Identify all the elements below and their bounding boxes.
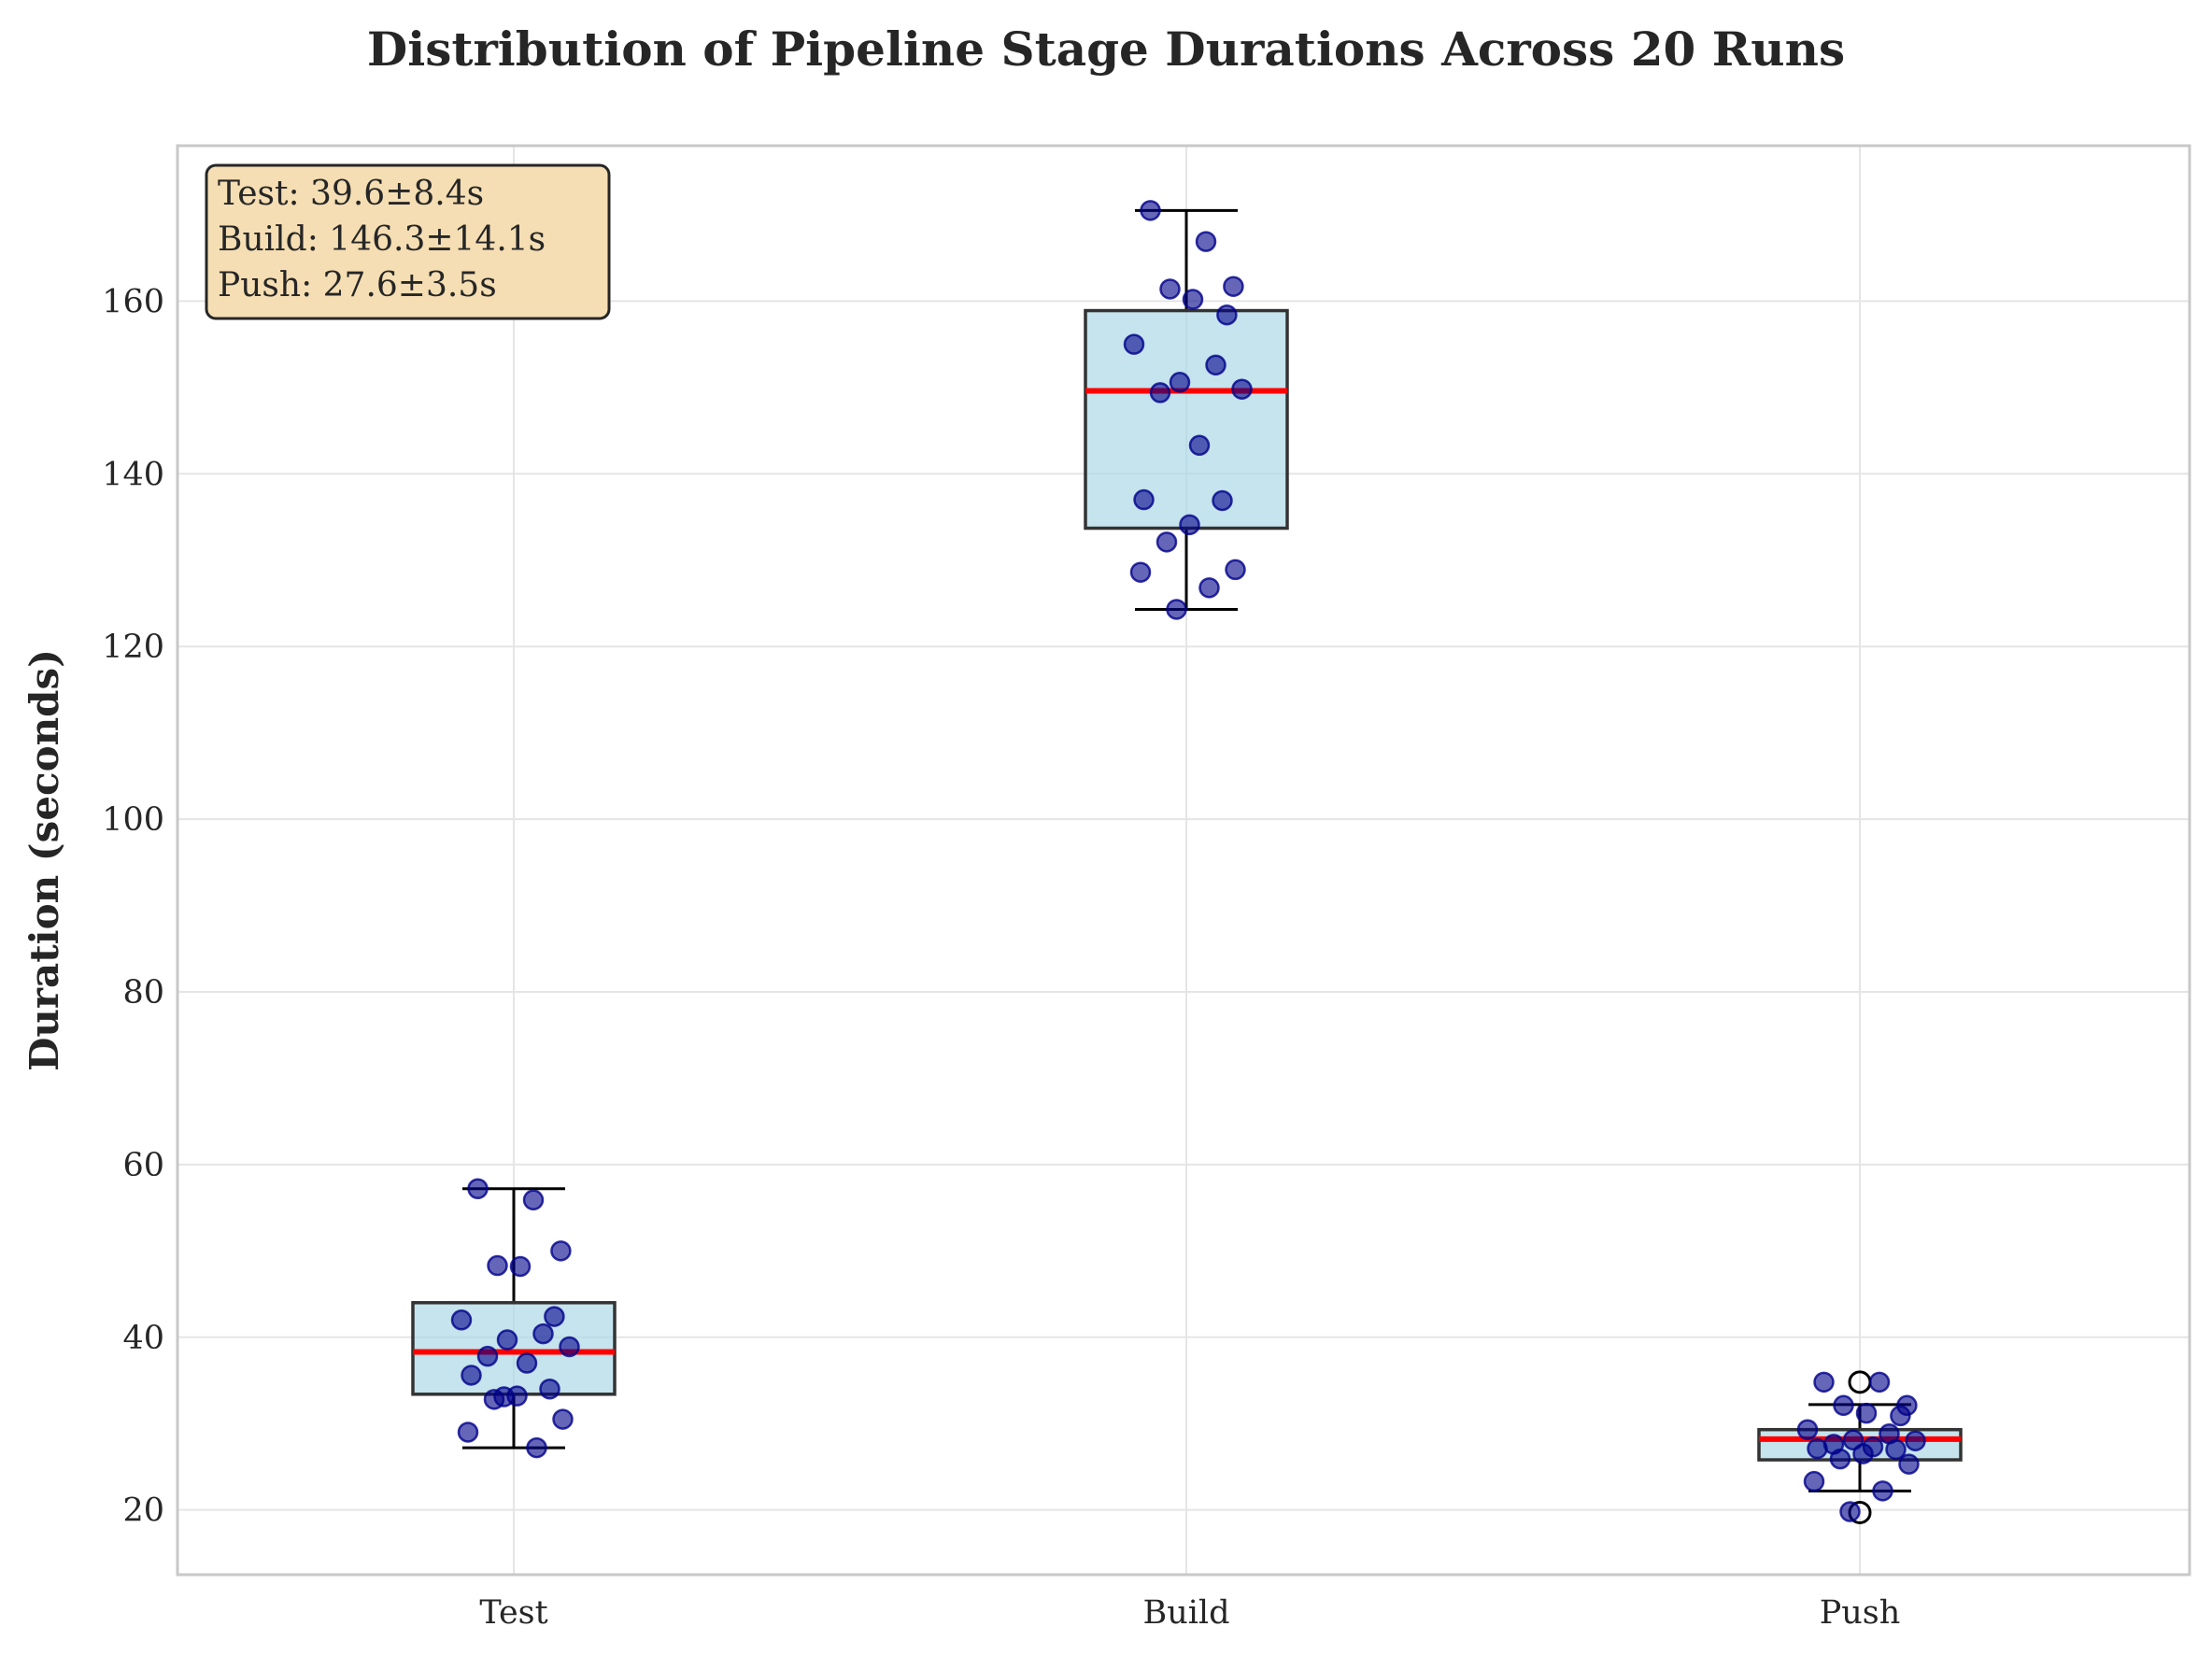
build-data-point [1182,289,1204,310]
test-data-point [516,1352,538,1374]
build-data-point [1212,489,1233,512]
test-data-point [522,1189,545,1211]
y-tick-label: 100 [102,801,164,839]
test-data-point [487,1254,508,1277]
push-data-point [1868,1371,1891,1393]
build-data-point [1231,378,1253,400]
test-data-point [496,1329,518,1351]
y-tick-label: 160 [102,283,164,320]
x-tick-label: Build [1142,1594,1229,1632]
test-data-point [467,1178,489,1200]
test-data-point [532,1323,554,1345]
push-data-point [1852,1443,1874,1464]
push-data-point [1855,1402,1878,1424]
x-axis: Test Build Push [479,1594,1900,1632]
build-data-point [1179,514,1200,536]
x-tick-label: Test [479,1594,547,1632]
push-data-point [1796,1419,1819,1440]
test-data-point [493,1386,515,1407]
push-data-point [1890,1405,1911,1427]
test-data-point [509,1255,532,1278]
plot-frame [176,144,2191,1577]
push-data-point [1885,1438,1907,1461]
data-points [450,200,1926,1522]
build-box [1084,308,1289,530]
build-data-point [1205,354,1227,376]
test-data-point [476,1345,499,1367]
push-data-point [1813,1371,1835,1393]
stats-box-background [205,163,611,320]
y-tick-label: 140 [102,456,164,493]
y-axis: 20 40 60 80 100 120 140 160 [102,283,164,1529]
test-data-point [544,1306,565,1327]
push-data-point [1839,1501,1861,1522]
build-data-point [1129,561,1152,583]
test-data-point [457,1422,479,1443]
build-data-point [1149,382,1171,403]
build-data-point [1133,488,1155,511]
build-data-point [1216,304,1238,326]
build-data-point [1223,276,1244,297]
push-data-point [1807,1437,1828,1460]
test-data-point [550,1240,572,1262]
test-box [411,1301,617,1396]
build-data-point [1123,333,1145,355]
test-data-point [461,1365,482,1386]
stats-line-test: Test: 39.6±8.4s [218,175,484,213]
y-tick-label: 40 [122,1320,164,1357]
test-data-point [526,1436,547,1459]
y-axis-label: Duration (seconds) [21,649,67,1071]
build-data-point [1198,577,1220,599]
chart-title: Distribution of Pipeline Stage Durations… [367,21,1845,77]
build-data-point [1156,531,1178,553]
push-data-point [1803,1470,1825,1492]
stats-line-build: Build: 146.3±14.1s [218,220,546,259]
push-data-point [1829,1448,1851,1470]
push-data-point [1833,1394,1854,1417]
test-data-point [450,1309,473,1331]
y-tick-label: 120 [102,629,164,666]
test-data-point [552,1408,574,1430]
push-data-point [1898,1453,1920,1475]
y-tick-label: 80 [122,974,164,1011]
build-data-point [1195,231,1217,252]
test-data-point [559,1336,580,1358]
push-data-point [1872,1480,1893,1502]
build-data-point [1159,278,1181,300]
build-data-point [1169,372,1191,393]
stats-box: Test: 39.6±8.4s Build: 146.3±14.1s Push:… [205,163,611,320]
build-data-point [1225,559,1246,581]
test-data-point [539,1378,560,1400]
push-data-point [1905,1430,1926,1451]
stats-line-push: Push: 27.6±3.5s [218,266,497,304]
build-data-point [1188,434,1211,457]
y-tick-label: 60 [122,1147,164,1184]
build-data-point [1166,599,1187,620]
build-data-point [1140,200,1161,221]
y-tick-label: 20 [122,1492,164,1530]
x-tick-label: Push [1820,1594,1901,1632]
